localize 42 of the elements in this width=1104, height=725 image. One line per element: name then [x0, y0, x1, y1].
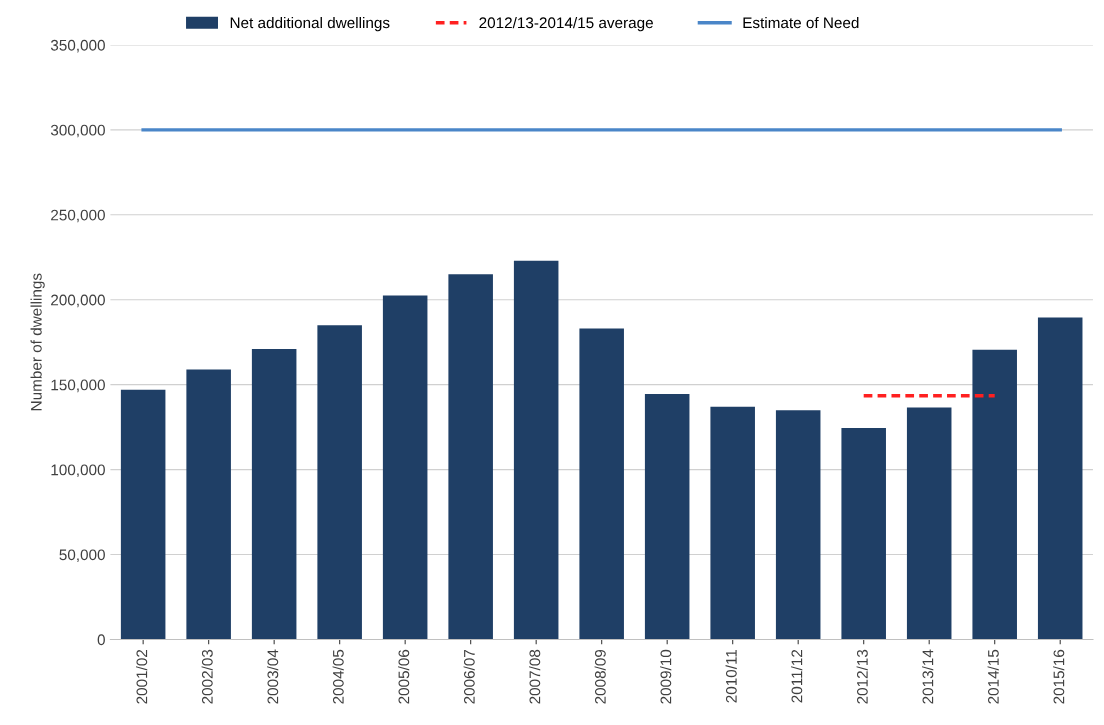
- bar: [317, 325, 362, 640]
- x-tick-label: 2007/08: [529, 649, 541, 704]
- x-tick-label: 2003/04: [267, 649, 279, 704]
- x-tick-label: 2009/10: [660, 649, 672, 704]
- bar: [710, 406, 755, 640]
- x-tick-label: 2006/07: [463, 649, 475, 704]
- bar: [1037, 317, 1083, 640]
- x-tick-label: 2002/03: [201, 649, 213, 704]
- legend-label: 2012/13-2014/15 average: [479, 16, 653, 32]
- bar: [579, 328, 624, 640]
- y-tick-label: 150,000: [51, 379, 105, 393]
- bar: [972, 349, 1017, 640]
- bar: [251, 348, 297, 640]
- legend-label: Estimate of Need: [743, 16, 859, 29]
- x-tick-label: 2005/06: [398, 649, 410, 704]
- y-axis-title: Number of dwellings: [30, 273, 45, 411]
- x-tick-label: 2013/14: [922, 649, 934, 704]
- x-tick-label: 2008/09: [594, 649, 606, 704]
- x-tick-label: 2012/13: [856, 649, 868, 704]
- bar: [382, 295, 428, 640]
- bar: [775, 410, 821, 640]
- y-tick-label: 0: [97, 634, 105, 646]
- x-tick-label: 2015/16: [1053, 649, 1065, 704]
- x-tick-label: 2004/05: [332, 649, 344, 704]
- x-tick-label: 2014/15: [987, 649, 999, 704]
- y-tick-label: 100,000: [51, 464, 105, 478]
- x-tick-label: 2010/11: [725, 649, 737, 703]
- y-tick-label: 300,000: [50, 124, 105, 138]
- y-tick-label: 250,000: [51, 209, 105, 223]
- bar: [120, 389, 166, 640]
- bar: [644, 394, 690, 640]
- y-tick-label: 200,000: [51, 294, 105, 308]
- x-tick-label: 2001/02: [136, 649, 148, 704]
- bar: [513, 260, 559, 640]
- y-tick-label: 50,000: [59, 549, 105, 563]
- x-tick-label: 2011/12: [791, 649, 803, 703]
- y-tick-label: 350,000: [50, 39, 105, 53]
- bar: [186, 369, 231, 640]
- legend-label: Net additional dwellings: [230, 16, 390, 32]
- bar: [448, 274, 493, 640]
- bar: [906, 407, 952, 640]
- bar: [841, 427, 886, 640]
